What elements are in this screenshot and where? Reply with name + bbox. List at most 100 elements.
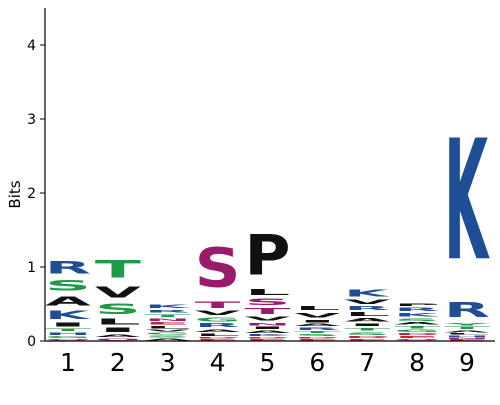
logo-letter: T bbox=[294, 331, 341, 334]
logo-letter: K bbox=[145, 304, 192, 309]
logo-letter: T bbox=[195, 300, 241, 310]
logo-letter: Q bbox=[45, 339, 91, 341]
logo-letter: A bbox=[45, 294, 92, 309]
logo-letter: A bbox=[344, 317, 391, 322]
logo-letter: Q bbox=[95, 338, 141, 341]
logo-letter: L bbox=[294, 306, 340, 312]
logo-letter: G bbox=[195, 317, 241, 323]
logo-letter: R bbox=[294, 327, 340, 331]
logo-letter: N bbox=[444, 337, 490, 339]
logo-letter: Q bbox=[394, 339, 440, 341]
logo-letter: G bbox=[45, 336, 91, 339]
logo-letter: T bbox=[145, 314, 192, 318]
logo-letter: L bbox=[444, 333, 490, 335]
logo-letter: E bbox=[294, 339, 340, 341]
logo-letter: A bbox=[394, 322, 441, 326]
logo-letter: E bbox=[344, 339, 390, 341]
x-tick-label: 8 bbox=[409, 348, 425, 377]
logo-letter: A bbox=[145, 338, 192, 341]
logo-letter: P bbox=[394, 303, 440, 307]
logo-letter: A bbox=[195, 328, 242, 332]
logo-letter: D bbox=[195, 337, 241, 339]
logo-letter: I bbox=[45, 322, 91, 328]
logo-letter: R bbox=[195, 323, 241, 329]
logo-letter: E bbox=[145, 322, 191, 326]
logo-letter: T bbox=[45, 328, 92, 332]
logo-letter: E bbox=[245, 339, 291, 341]
logo-letter: S bbox=[45, 277, 91, 293]
logo-letter: E bbox=[394, 336, 440, 339]
logo-letter: T bbox=[394, 326, 441, 330]
logo-letter: R bbox=[45, 258, 91, 277]
logo-letter: L bbox=[344, 312, 390, 318]
logo-letter: L bbox=[245, 288, 291, 297]
y-tick-label: 2 bbox=[27, 186, 36, 202]
logo-letter: V bbox=[344, 299, 390, 306]
x-tick-label: 6 bbox=[309, 348, 325, 377]
logo-letter: A bbox=[245, 330, 292, 334]
logo-letter: S bbox=[344, 331, 390, 335]
logo-letter: I bbox=[344, 323, 390, 327]
logo-letter: V bbox=[95, 284, 142, 301]
logo-letter: R bbox=[145, 309, 191, 313]
y-axis-label: Bits bbox=[6, 180, 24, 208]
logo-letter: S bbox=[195, 236, 241, 299]
logo-letter: K bbox=[444, 106, 490, 299]
logo-letter: V bbox=[145, 329, 192, 332]
y-tick-label: 1 bbox=[27, 260, 36, 276]
logo-letter: I bbox=[294, 319, 340, 323]
logo-letter: D bbox=[394, 333, 440, 336]
logo-letter: P bbox=[245, 223, 291, 288]
x-tick-label: 1 bbox=[60, 348, 76, 377]
x-tick-label: 2 bbox=[110, 348, 126, 377]
logo-letter: G bbox=[145, 332, 191, 335]
logo-letter: N bbox=[245, 322, 291, 326]
logo-letter: S bbox=[245, 297, 291, 307]
logo-letter: L bbox=[195, 333, 241, 337]
x-tick-label: 4 bbox=[210, 348, 226, 377]
logo-letter: T bbox=[245, 307, 291, 316]
logo-letter: N bbox=[145, 318, 191, 322]
logo-letter: L bbox=[145, 326, 191, 330]
logo-letter: D bbox=[245, 337, 291, 339]
logo-letter: V bbox=[195, 310, 241, 317]
logo-letter: S bbox=[294, 334, 340, 337]
logo-letter: G bbox=[394, 329, 440, 333]
logo-letter: H bbox=[444, 335, 490, 337]
logo-letter: D bbox=[294, 337, 340, 339]
logo-letter: S bbox=[394, 317, 440, 321]
logo-letter: T bbox=[344, 327, 391, 331]
x-tick-label: 7 bbox=[359, 348, 375, 377]
logo-letter: R bbox=[394, 307, 440, 312]
logo-letter: S bbox=[145, 335, 191, 338]
logo-letter: A bbox=[444, 330, 491, 333]
logo-letter: K bbox=[245, 334, 292, 337]
logo-letter: I bbox=[245, 326, 291, 330]
y-tick-label: 4 bbox=[27, 38, 36, 54]
logo-letter: T bbox=[444, 326, 491, 330]
logo-letter: H bbox=[45, 332, 91, 336]
x-tick-label: 5 bbox=[260, 348, 276, 377]
logo-letter: S bbox=[95, 301, 141, 317]
logo-letter: R bbox=[344, 306, 390, 312]
y-tick-label: 0 bbox=[27, 334, 36, 350]
logo-letter: Y bbox=[443, 322, 490, 326]
x-tick-label: 3 bbox=[160, 348, 176, 377]
logo-letter: E bbox=[195, 339, 241, 341]
logo-letter: R bbox=[444, 298, 490, 322]
logo-letter: V bbox=[245, 316, 292, 322]
logo-letter: T bbox=[95, 255, 142, 283]
logo-letter: K bbox=[394, 312, 441, 317]
logo-letter: V bbox=[294, 311, 340, 318]
logo-letter: D bbox=[344, 336, 390, 339]
